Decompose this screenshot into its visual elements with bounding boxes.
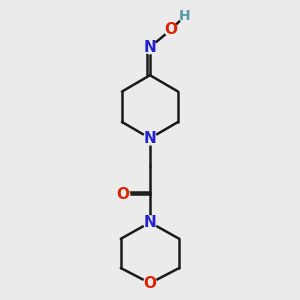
Text: O: O: [117, 187, 130, 202]
Circle shape: [143, 132, 157, 145]
Text: O: O: [143, 276, 157, 291]
Circle shape: [143, 216, 157, 229]
Text: N: N: [144, 40, 156, 55]
Circle shape: [117, 188, 130, 201]
Text: N: N: [144, 131, 156, 146]
Circle shape: [143, 277, 157, 290]
Text: H: H: [179, 9, 191, 22]
Circle shape: [178, 9, 192, 22]
Text: O: O: [164, 22, 178, 37]
Circle shape: [143, 40, 157, 54]
Circle shape: [164, 23, 178, 36]
Text: N: N: [144, 215, 156, 230]
